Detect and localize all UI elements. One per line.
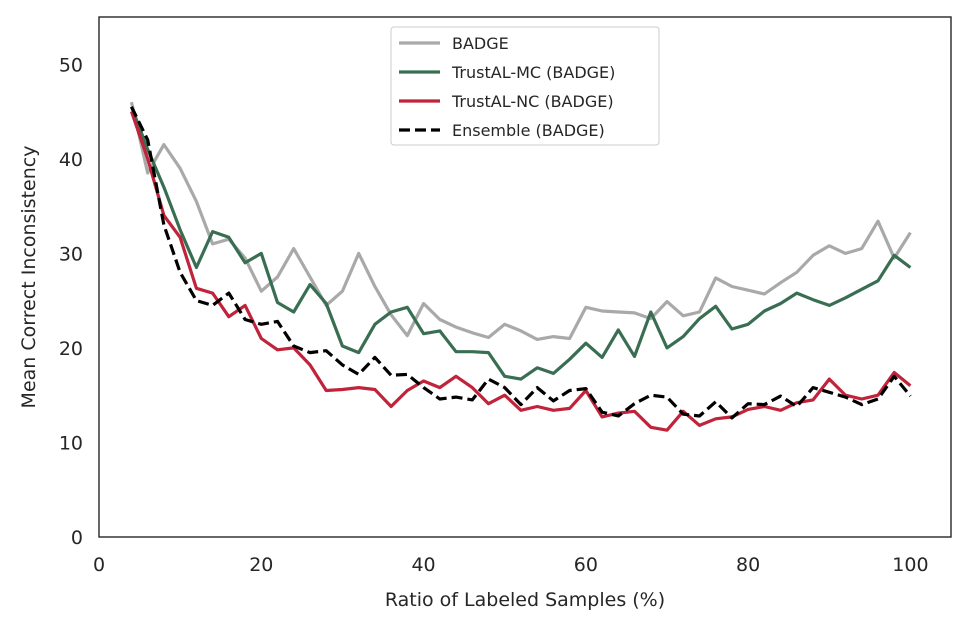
y-tick-label: 40 [59, 149, 83, 171]
y-tick-label: 30 [59, 243, 83, 265]
series-line-1 [129, 101, 912, 341]
series-lines [129, 101, 912, 432]
y-tick-label: 20 [59, 338, 83, 360]
y-axis-label: Mean Correct Inconsistency [18, 146, 40, 409]
series-line-3 [129, 110, 912, 432]
plot-frame [98, 16, 952, 538]
x-tick-label: 40 [411, 554, 435, 576]
legend-frame [390, 26, 660, 146]
legend: BADGE TrustAL-MC (BADGE) TrustAL-NC (BADGE… [390, 26, 660, 146]
x-axis-ticks: 0 20 40 60 80 100 [93, 554, 929, 576]
y-axis-ticks: 0 10 20 30 40 50 [59, 54, 83, 549]
x-axis-label: Ratio of Labeled Samples (%) [385, 589, 665, 611]
legend-label-3: TrustAL-NC (BADGE) [451, 92, 614, 111]
y-tick-label: 0 [71, 527, 83, 549]
legend-label-2: TrustAL-MC (BADGE) [451, 63, 615, 82]
x-tick-label: 60 [574, 554, 598, 576]
x-tick-label: 20 [249, 554, 273, 576]
x-tick-label: 100 [892, 554, 928, 576]
x-tick-label: 0 [93, 554, 105, 576]
legend-label-1: BADGE [452, 34, 509, 53]
series-line-2 [130, 106, 912, 381]
legend-label-4: Ensemble (BADGE) [452, 121, 605, 140]
y-tick-label: 10 [59, 432, 83, 454]
series-line-4 [130, 106, 912, 420]
x-tick-label: 80 [736, 554, 760, 576]
y-tick-label: 50 [59, 54, 83, 76]
